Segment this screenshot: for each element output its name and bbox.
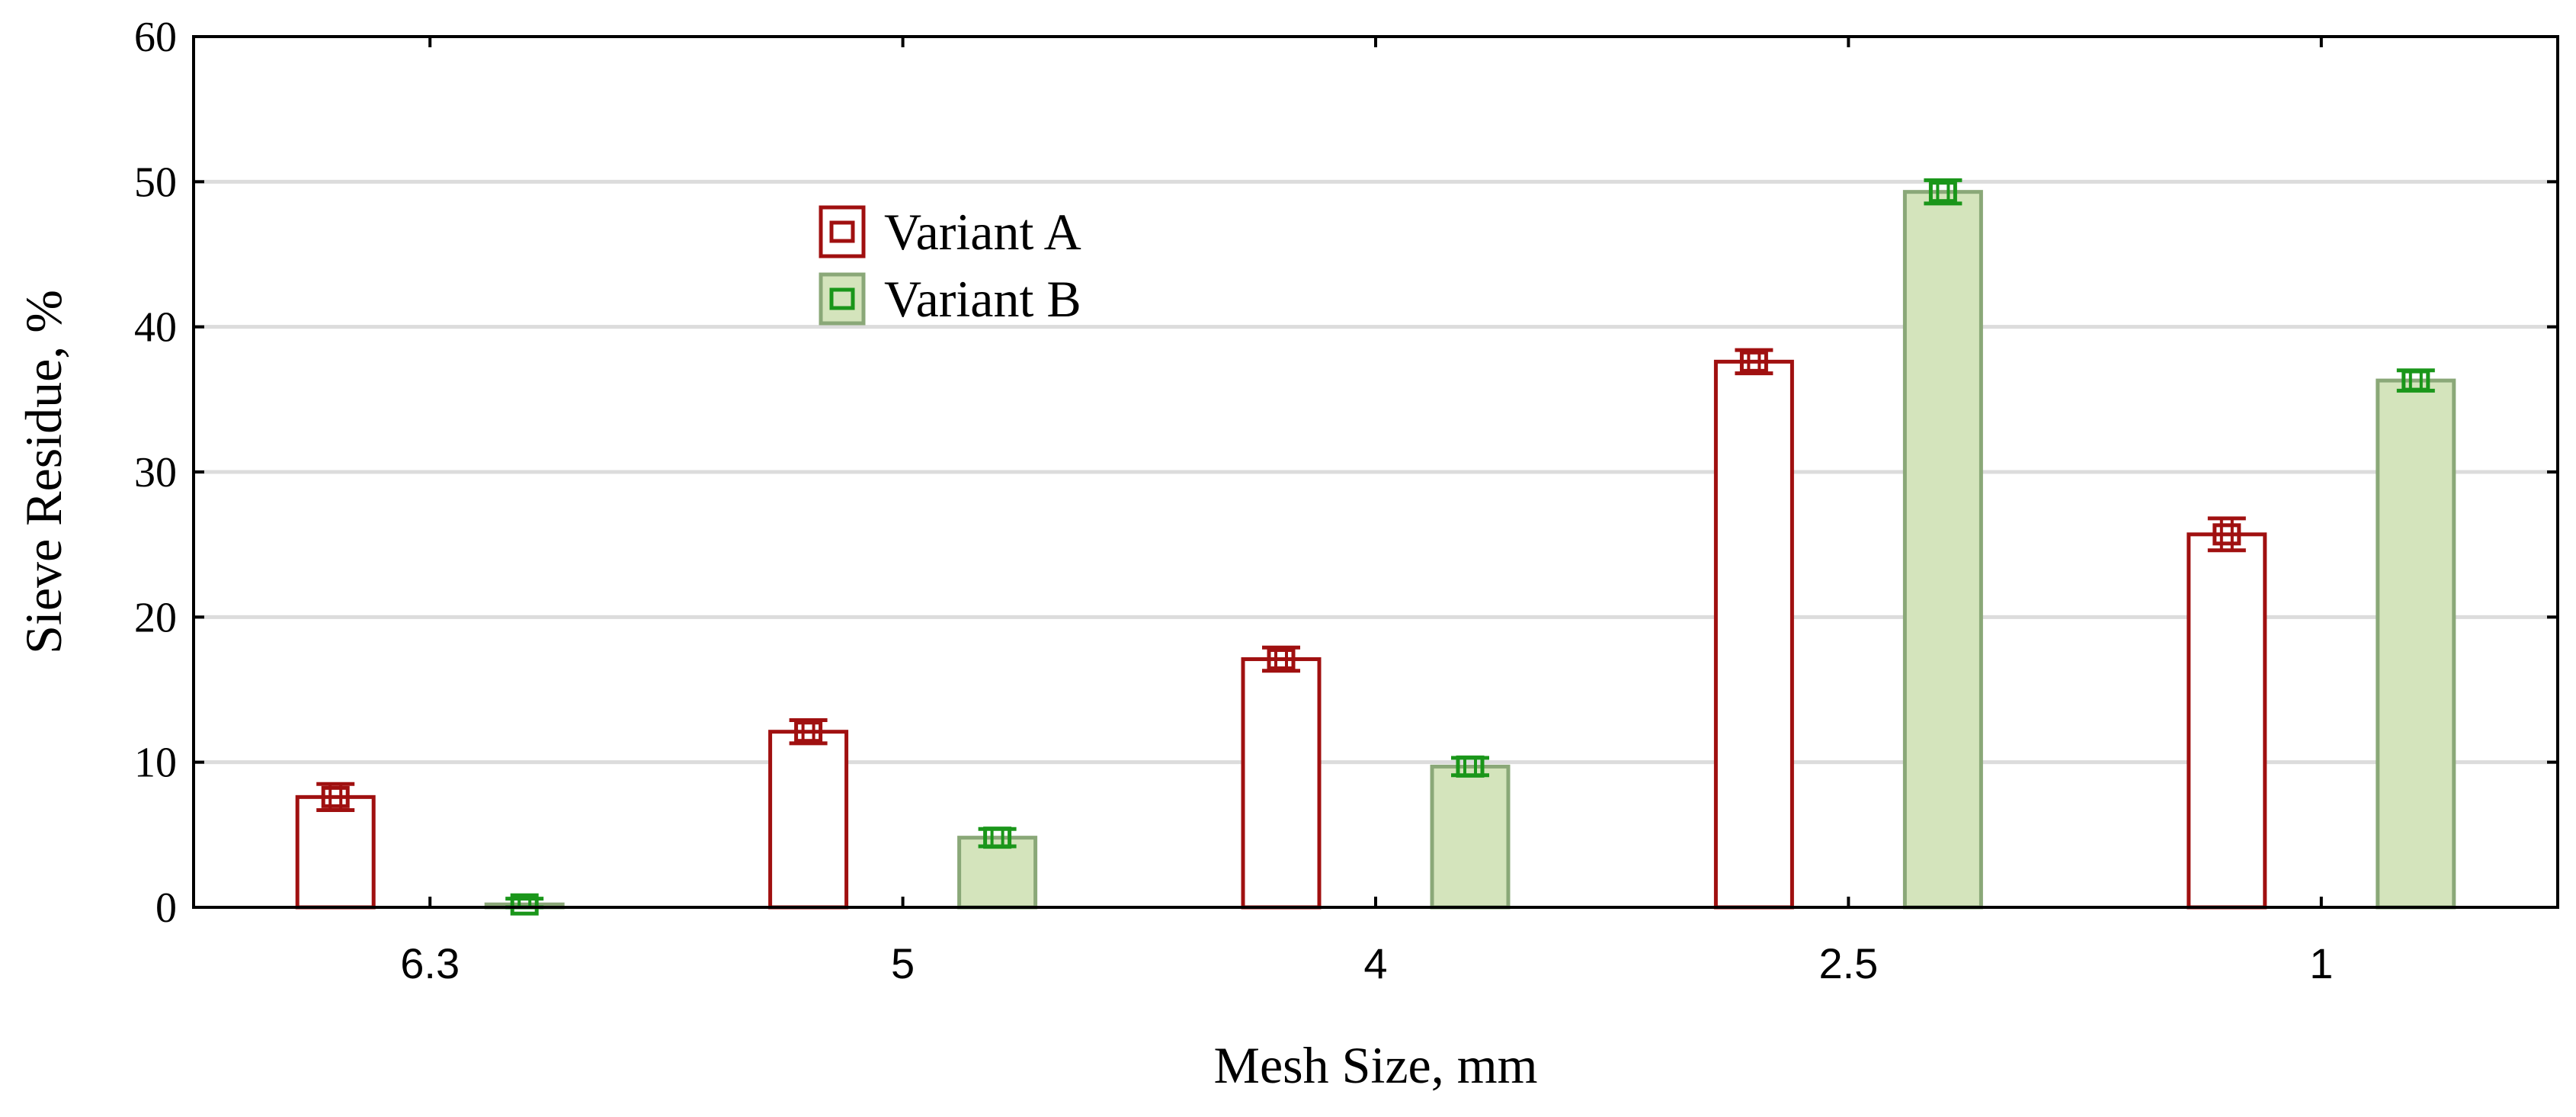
bar-variant-a: [2187, 532, 2267, 910]
error-bar: [789, 717, 828, 746]
x-axis-ticks: 6.3 5 4 2.5 1: [400, 37, 2333, 987]
error-bars: [316, 178, 2435, 916]
legend-label: Variant B: [884, 270, 1081, 328]
y-tick-label: 60: [134, 14, 177, 61]
error-bar: [1924, 178, 1962, 206]
error-bar: [1262, 645, 1300, 673]
legend-marker: [829, 287, 855, 310]
y-tick-label: 50: [134, 159, 177, 206]
error-bar: [2396, 368, 2435, 393]
error-bar: [316, 782, 355, 812]
legend-swatch: [819, 272, 866, 326]
x-tick-label: 2.5: [1818, 939, 1878, 987]
legend-item: Variant A: [819, 203, 1081, 261]
x-tick-label: 6.3: [400, 939, 460, 987]
bars: [295, 190, 2456, 910]
legend-label: Variant A: [884, 203, 1081, 261]
y-tick-label: 10: [134, 740, 177, 787]
x-tick-label: 4: [1363, 939, 1387, 987]
legend-marker: [829, 220, 855, 243]
legend-item: Variant B: [819, 270, 1081, 328]
bar-variant-a: [295, 794, 376, 910]
y-tick-label: 30: [134, 449, 177, 496]
bar-variant-b: [1902, 190, 1983, 910]
error-bar: [1451, 755, 1489, 778]
bar-variant-b: [1430, 764, 1511, 910]
y-tick-label: 40: [134, 304, 177, 351]
x-tick-label: 5: [891, 939, 915, 987]
error-bar: [2207, 516, 2246, 553]
legend-swatch: [819, 205, 866, 258]
grid-lines: [194, 179, 2558, 765]
y-axis-title: Sieve Residue, %: [14, 290, 72, 654]
bar-variant-b: [957, 836, 1038, 910]
error-bar: [1735, 348, 1773, 376]
x-axis-title: Mesh Size, mm: [1214, 1036, 1538, 1094]
x-tick-label: 1: [2309, 939, 2333, 987]
y-tick-label: 0: [155, 884, 177, 932]
bar-variant-a: [1713, 359, 1794, 910]
bar-variant-a: [1241, 657, 1322, 910]
error-bar: [978, 827, 1017, 849]
y-axis-ticks: 0 10 20 30 40 50 60: [134, 14, 2558, 932]
bar-variant-a: [768, 730, 849, 910]
y-tick-label: 20: [134, 594, 177, 641]
legend: Variant A Variant B: [819, 203, 1081, 328]
bar-variant-b: [2376, 378, 2456, 910]
